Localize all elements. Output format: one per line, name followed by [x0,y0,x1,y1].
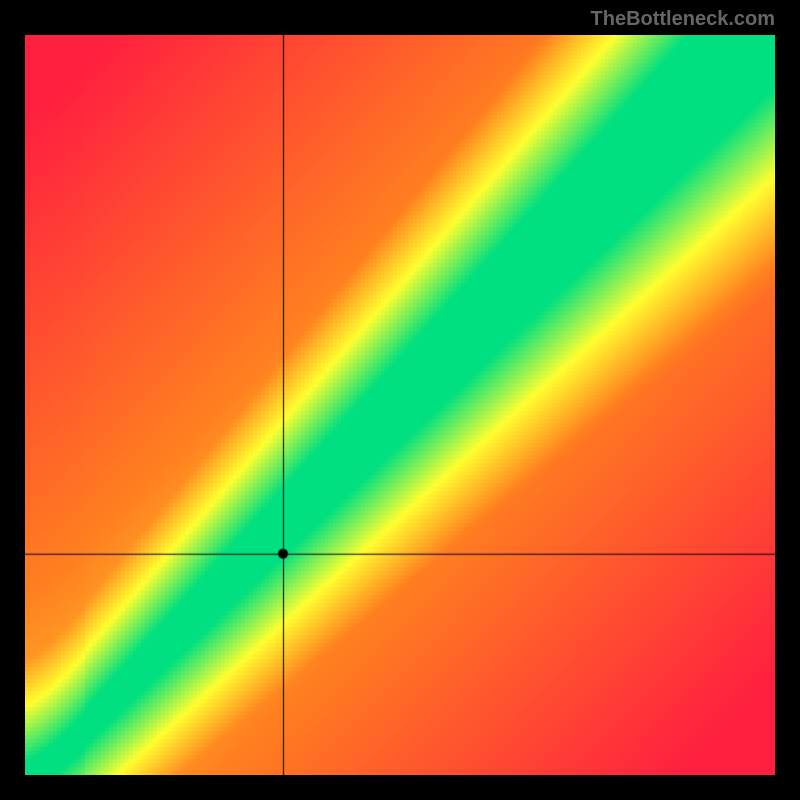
heatmap-plot [25,35,775,775]
watermark-text: TheBottleneck.com [591,8,775,31]
heatmap-canvas [25,35,775,775]
chart-container: TheBottleneck.com [0,0,800,800]
